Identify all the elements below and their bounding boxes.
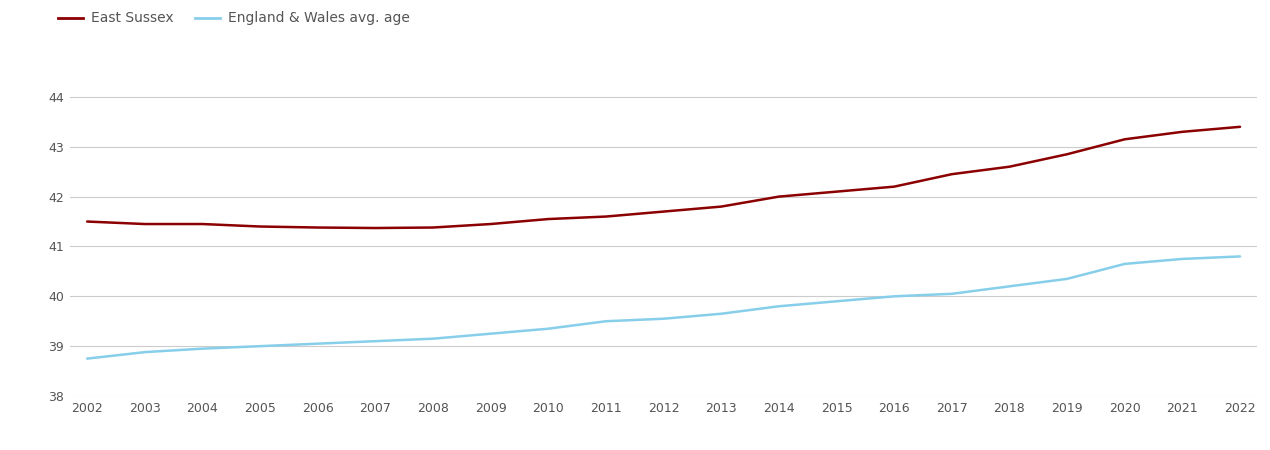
East Sussex bbox=[1002, 164, 1017, 169]
East Sussex bbox=[771, 194, 786, 199]
East Sussex bbox=[80, 219, 95, 224]
England & Wales avg. age bbox=[1002, 284, 1017, 289]
East Sussex bbox=[944, 171, 959, 177]
England & Wales avg. age bbox=[886, 293, 902, 299]
East Sussex bbox=[1059, 152, 1074, 157]
England & Wales avg. age bbox=[194, 346, 210, 351]
East Sussex bbox=[137, 221, 152, 227]
England & Wales avg. age bbox=[1232, 254, 1247, 259]
England & Wales avg. age bbox=[771, 304, 786, 309]
England & Wales avg. age bbox=[541, 326, 556, 331]
East Sussex bbox=[310, 225, 325, 230]
England & Wales avg. age bbox=[1175, 256, 1190, 261]
England & Wales avg. age bbox=[368, 338, 384, 344]
East Sussex bbox=[194, 221, 210, 227]
East Sussex bbox=[1118, 137, 1133, 142]
East Sussex bbox=[253, 224, 268, 229]
East Sussex bbox=[1232, 124, 1247, 130]
East Sussex bbox=[714, 204, 729, 209]
East Sussex bbox=[657, 209, 672, 214]
East Sussex bbox=[598, 214, 613, 219]
England & Wales avg. age bbox=[1118, 261, 1133, 266]
England & Wales avg. age bbox=[1059, 276, 1074, 282]
England & Wales avg. age bbox=[483, 331, 498, 337]
East Sussex bbox=[541, 216, 556, 222]
East Sussex bbox=[886, 184, 902, 189]
England & Wales avg. age bbox=[137, 350, 152, 355]
Line: East Sussex: East Sussex bbox=[88, 127, 1240, 228]
England & Wales avg. age bbox=[310, 341, 325, 346]
England & Wales avg. age bbox=[253, 343, 268, 349]
England & Wales avg. age bbox=[598, 319, 613, 324]
East Sussex bbox=[368, 225, 384, 231]
East Sussex bbox=[483, 221, 498, 227]
Line: England & Wales avg. age: England & Wales avg. age bbox=[88, 256, 1240, 359]
East Sussex bbox=[829, 189, 845, 194]
England & Wales avg. age bbox=[714, 311, 729, 316]
East Sussex bbox=[425, 225, 441, 230]
England & Wales avg. age bbox=[944, 291, 959, 297]
England & Wales avg. age bbox=[657, 316, 672, 321]
Legend: East Sussex, England & Wales avg. age: East Sussex, England & Wales avg. age bbox=[57, 11, 410, 26]
England & Wales avg. age bbox=[829, 299, 845, 304]
England & Wales avg. age bbox=[425, 336, 441, 342]
England & Wales avg. age bbox=[80, 356, 95, 361]
East Sussex bbox=[1175, 129, 1190, 135]
